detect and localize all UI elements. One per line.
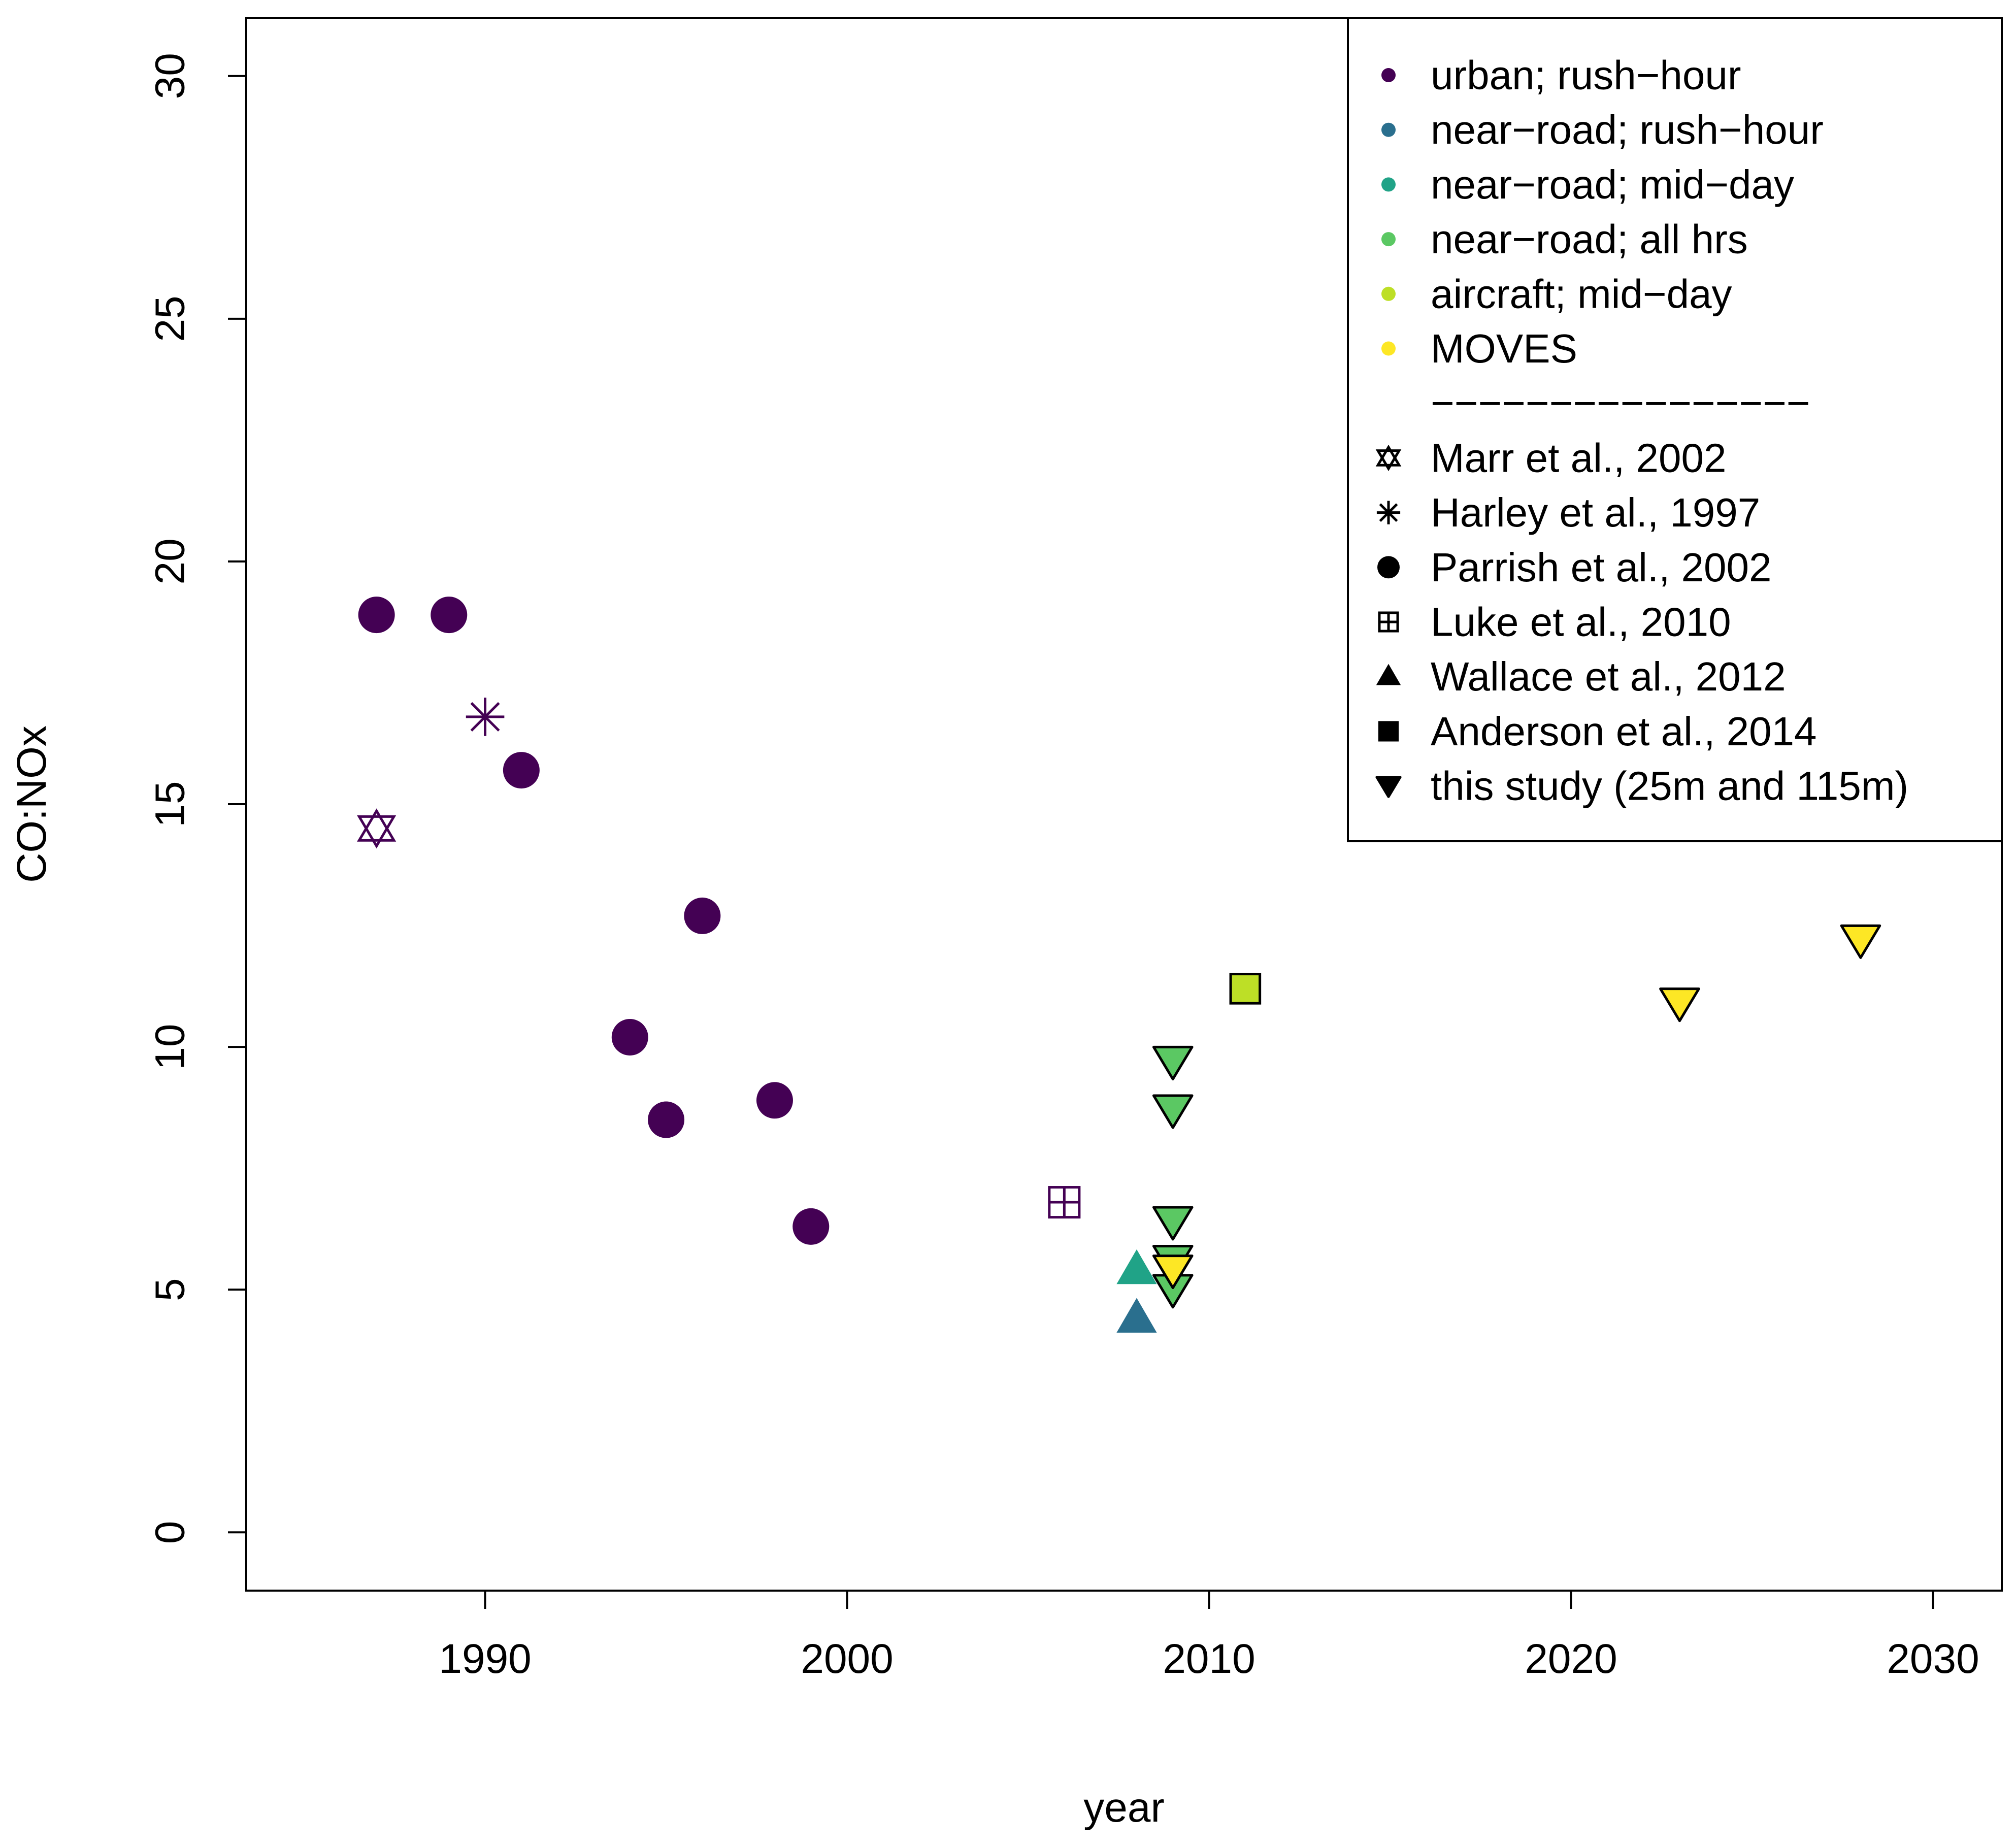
data-point	[1116, 1249, 1157, 1284]
legend-label: aircraft; mid−day	[1431, 271, 1732, 316]
legend-label: Parrish et al., 2002	[1431, 545, 1771, 590]
data-point	[1840, 924, 1881, 959]
legend-color-swatch	[1381, 68, 1396, 82]
legend-label: near−road; rush−hour	[1431, 107, 1824, 152]
legend-shape-icon	[1375, 776, 1402, 798]
legend-shape-icon	[1378, 611, 1399, 633]
legend-shape-icon	[1376, 501, 1401, 524]
legend-label: this study (25m and 115m)	[1431, 764, 1908, 809]
legend-label: Anderson et al., 2014	[1431, 709, 1817, 754]
legend-color-swatch	[1381, 341, 1396, 356]
legend-color-swatch	[1381, 232, 1396, 247]
data-point	[1659, 987, 1700, 1023]
legend-color-swatch	[1381, 122, 1396, 137]
data-point	[1048, 1186, 1081, 1219]
legend-label: near−road; all hrs	[1431, 217, 1748, 262]
legend-shape-icon	[1377, 556, 1400, 579]
data-point	[357, 808, 396, 849]
legend-separator: −−−−−−−−−−−−−−−−	[1431, 381, 1810, 426]
x-axis-label: year	[1083, 1785, 1165, 1831]
data-point	[648, 1101, 685, 1138]
legend-shape-icon	[1375, 444, 1402, 471]
legend-shape-icon	[1376, 664, 1401, 685]
legend-label: Marr et al., 2002	[1431, 435, 1727, 480]
legend: urban; rush−hour near−road; rush−hour near…	[1347, 17, 2003, 842]
data-point	[1152, 1206, 1194, 1241]
x-axis: 1990 2000 2010 2020 2030	[439, 1591, 1979, 1682]
x-tick-label: 2010	[1163, 1636, 1255, 1682]
data-point	[1116, 1298, 1157, 1333]
legend-color-swatch	[1381, 177, 1396, 192]
legend-label: near−road; mid−day	[1431, 162, 1794, 207]
legend-label: MOVES	[1431, 326, 1577, 371]
data-point	[756, 1082, 793, 1119]
legend-color-swatch	[1381, 286, 1396, 301]
y-tick-label: 5	[147, 1278, 193, 1301]
data-point	[684, 897, 721, 934]
legend-shape-icon	[1378, 721, 1399, 742]
y-tick-label: 0	[147, 1521, 193, 1544]
legend-label: urban; rush−hour	[1431, 53, 1741, 98]
y-tick-label: 25	[147, 295, 193, 342]
y-axis: 0 5 10 15 20 25 30	[147, 53, 246, 1544]
y-axis-label: CO:NOx	[9, 725, 55, 883]
x-tick-label: 1990	[439, 1636, 531, 1682]
y-tick-label: 15	[147, 781, 193, 827]
x-tick-label: 2030	[1887, 1636, 1979, 1682]
legend-box	[1347, 17, 2003, 842]
data-point	[358, 597, 395, 634]
y-tick-label: 30	[147, 53, 193, 99]
legend-label: Wallace et al., 2012	[1431, 654, 1786, 699]
data-point	[431, 597, 468, 634]
x-tick-label: 2020	[1525, 1636, 1617, 1682]
data-point	[1152, 1255, 1194, 1290]
y-tick-label: 10	[147, 1024, 193, 1070]
data-point	[466, 698, 505, 736]
legend-label: Luke et al., 2010	[1431, 600, 1731, 645]
data-points	[357, 597, 1881, 1333]
data-point	[611, 1018, 648, 1056]
data-point	[503, 752, 540, 789]
data-point	[1229, 973, 1262, 1005]
y-tick-label: 20	[147, 538, 193, 584]
data-point	[1152, 1094, 1194, 1129]
data-point	[792, 1208, 830, 1245]
legend-label: Harley et al., 1997	[1431, 490, 1760, 535]
data-point	[1152, 1045, 1194, 1080]
x-tick-label: 2000	[801, 1636, 893, 1682]
